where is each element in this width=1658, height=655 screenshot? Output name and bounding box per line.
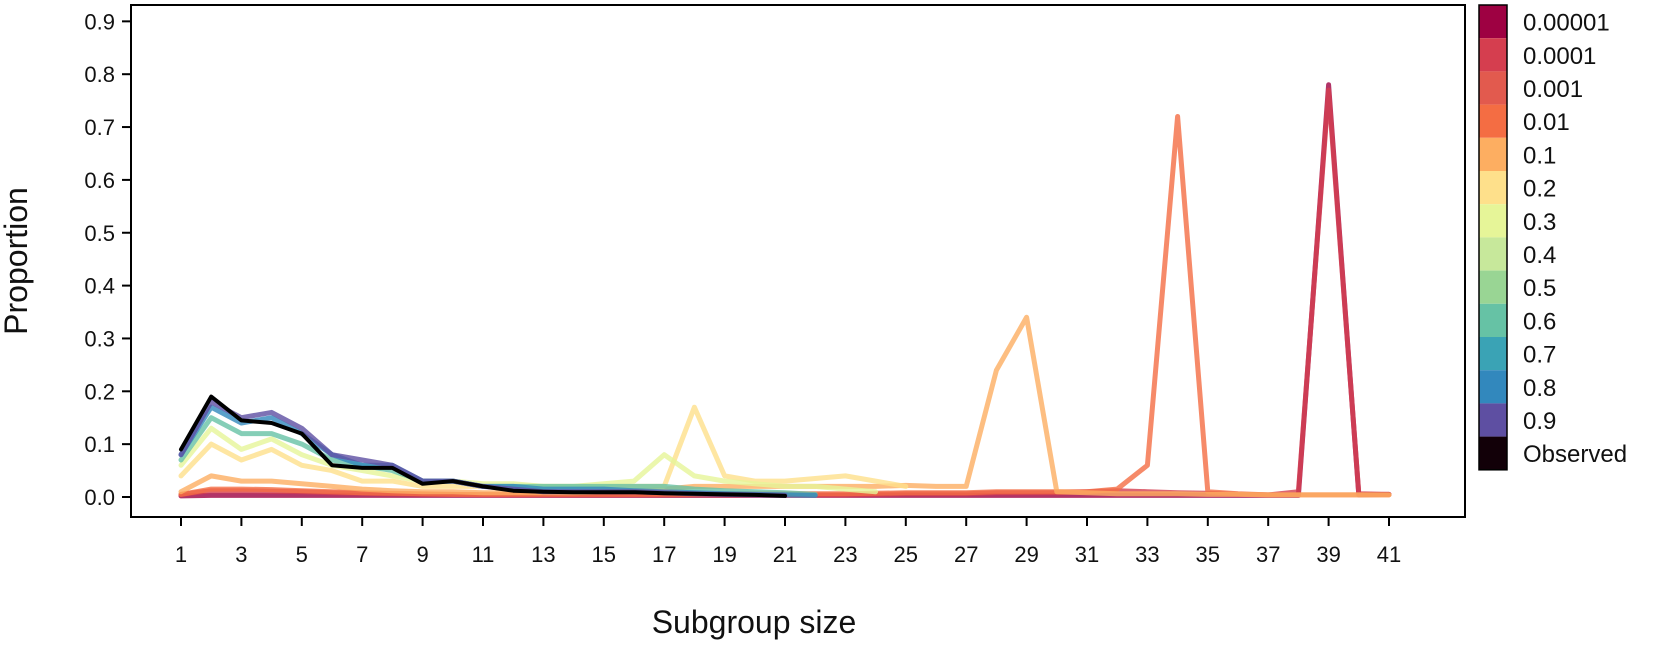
legend-label: 0.8: [1523, 375, 1556, 402]
y-tick-label: 0.4: [84, 274, 115, 299]
x-axis-title: Subgroup size: [652, 604, 857, 640]
y-tick-label: 0.9: [84, 9, 115, 34]
legend-label: 0.6: [1523, 308, 1556, 335]
legend-swatch: [1479, 270, 1507, 304]
x-tick-label: 15: [592, 542, 616, 567]
x-tick-label: 37: [1256, 542, 1280, 567]
y-axis-title: Proportion: [0, 187, 34, 335]
x-tick-label: 27: [954, 542, 978, 567]
x-tick-label: 25: [894, 542, 918, 567]
legend-label: 0.01: [1523, 109, 1570, 136]
x-tick-label: 7: [356, 542, 368, 567]
x-axis: 1 3 5 7 9 11 13 15 17 19 21 23 25 27 29 31 33 35 37 39 41: [175, 517, 1401, 567]
x-tick-label: 19: [712, 542, 736, 567]
legend-label: 0.001: [1523, 76, 1583, 103]
legend-label: 0.9: [1523, 408, 1556, 435]
legend-label: 0.5: [1523, 275, 1556, 302]
x-tick-label: 39: [1316, 542, 1340, 567]
legend-swatch: [1479, 436, 1507, 470]
y-tick-label: 0.8: [84, 62, 115, 87]
legend-swatch: [1479, 237, 1507, 271]
legend-swatch: [1479, 337, 1507, 371]
y-tick-label: 0.2: [84, 379, 115, 404]
legend-swatch: [1479, 403, 1507, 437]
series-line-observed: [179, 394, 787, 498]
legend-label: 0.0001: [1523, 43, 1596, 70]
x-tick-label: 29: [1014, 542, 1038, 567]
legend-swatch: [1479, 204, 1507, 238]
x-tick-label: 3: [235, 542, 247, 567]
legend-label: 0.2: [1523, 176, 1556, 203]
legend-label: 0.7: [1523, 342, 1556, 369]
x-tick-label: 33: [1135, 542, 1159, 567]
legend: 0.00001 0.0001 0.001 0.01 0.1 0.2 0.3 0.4 0.5 0.6…: [1478, 4, 1627, 471]
legend-frame: [1478, 4, 1508, 471]
legend-label: 0.3: [1523, 209, 1556, 236]
legend-swatch: [1479, 104, 1507, 138]
x-tick-label: 1: [175, 542, 187, 567]
x-tick-label: 13: [531, 542, 555, 567]
x-tick-label: 21: [773, 542, 797, 567]
y-tick-label: 0.1: [84, 432, 115, 457]
plot-frame: [130, 4, 1466, 518]
y-axis: 0.0 0.1 0.2 0.3 0.4 0.5 0.6 0.7 0.8 0.9: [84, 9, 131, 510]
legend-swatch: [1479, 71, 1507, 105]
x-tick-label: 9: [416, 542, 428, 567]
legend-label: 0.4: [1523, 242, 1556, 269]
legend-swatch: [1479, 137, 1507, 171]
x-tick-label: 5: [296, 542, 308, 567]
y-tick-label: 0.3: [84, 326, 115, 351]
plot-area: [178, 82, 1392, 499]
x-tick-label: 31: [1075, 542, 1099, 567]
legend-swatch: [1479, 303, 1507, 337]
y-tick-label: 0.5: [84, 221, 115, 246]
y-tick-label: 0.6: [84, 168, 115, 193]
y-tick-label: 0.7: [84, 115, 115, 140]
y-tick-label: 0.0: [84, 485, 115, 510]
x-tick-label: 11: [472, 542, 495, 567]
legend-swatch: [1479, 5, 1507, 39]
x-tick-label: 23: [833, 542, 857, 567]
legend-swatch: [1479, 38, 1507, 72]
x-tick-label: 35: [1196, 542, 1220, 567]
legend-label: 0.1: [1523, 142, 1556, 169]
x-tick-label: 41: [1377, 542, 1401, 567]
legend-label: Observed: [1523, 441, 1627, 468]
legend-swatch: [1479, 171, 1507, 205]
x-tick-label: 17: [652, 542, 676, 567]
legend-label: 0.00001: [1523, 10, 1610, 37]
legend-swatch: [1479, 370, 1507, 404]
